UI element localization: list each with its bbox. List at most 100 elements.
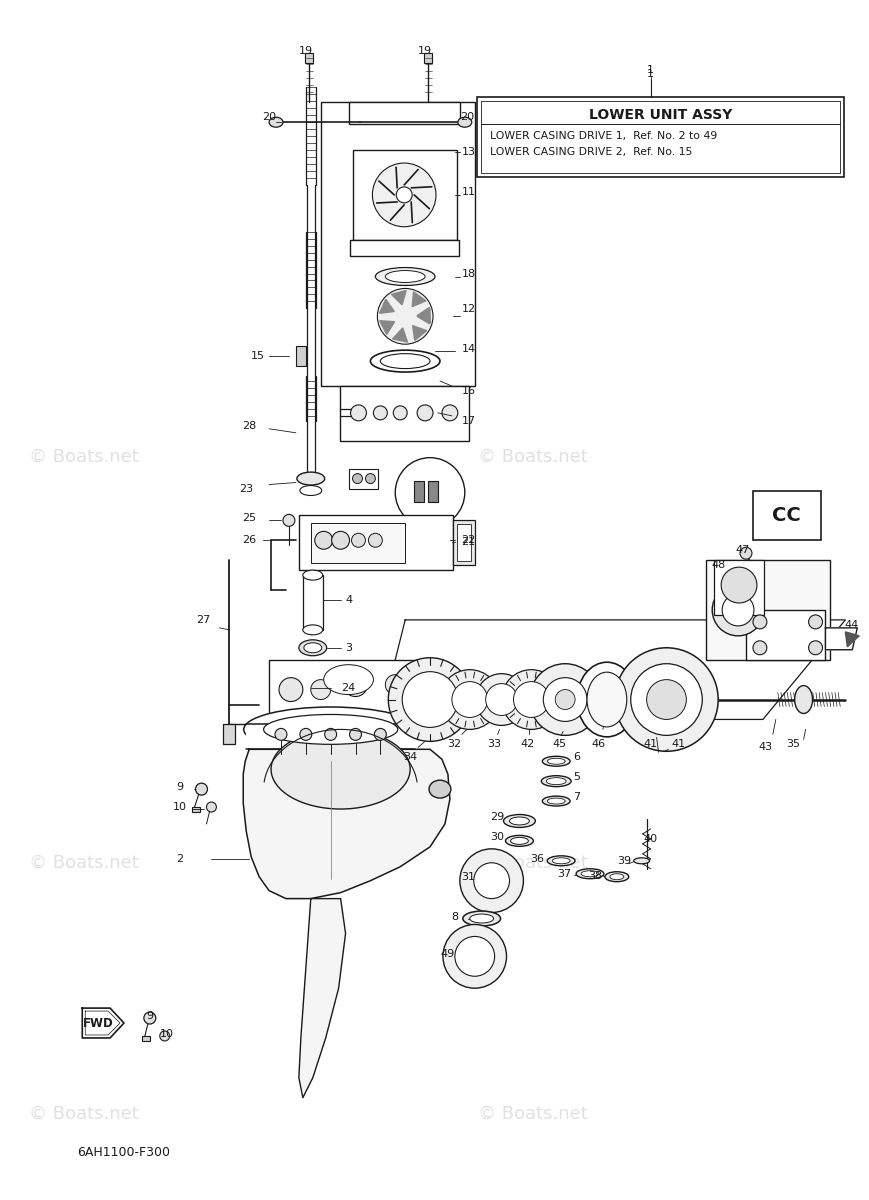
- Text: LOWER CASING DRIVE 1,  Ref. No. 2 to 49: LOWER CASING DRIVE 1, Ref. No. 2 to 49: [489, 131, 717, 142]
- Ellipse shape: [510, 838, 528, 845]
- Bar: [340, 386, 468, 440]
- Circle shape: [452, 682, 488, 718]
- Text: © Boats.net: © Boats.net: [478, 853, 587, 871]
- Bar: [246, 725, 415, 749]
- Circle shape: [440, 670, 500, 730]
- Text: 9: 9: [146, 1012, 154, 1021]
- Circle shape: [373, 163, 436, 227]
- Circle shape: [740, 547, 752, 559]
- Circle shape: [352, 533, 366, 547]
- Circle shape: [279, 678, 303, 702]
- Circle shape: [514, 682, 549, 718]
- Circle shape: [343, 673, 368, 696]
- Circle shape: [368, 533, 382, 547]
- Text: 12: 12: [461, 305, 476, 314]
- Text: 6: 6: [574, 752, 580, 762]
- Bar: [295, 346, 306, 366]
- Circle shape: [388, 658, 472, 742]
- Ellipse shape: [503, 815, 535, 828]
- Ellipse shape: [605, 871, 629, 882]
- Ellipse shape: [541, 775, 571, 787]
- Text: 6AH1100-F300: 6AH1100-F300: [77, 1146, 170, 1159]
- Ellipse shape: [581, 871, 599, 877]
- Circle shape: [311, 679, 331, 700]
- Bar: [321, 102, 474, 386]
- Text: 10: 10: [160, 1028, 174, 1039]
- Polygon shape: [380, 320, 395, 335]
- Polygon shape: [412, 292, 426, 307]
- Ellipse shape: [385, 270, 425, 282]
- Text: 20: 20: [460, 113, 474, 122]
- Bar: [269, 660, 433, 720]
- Polygon shape: [83, 1008, 124, 1038]
- Circle shape: [543, 678, 587, 721]
- Bar: [453, 521, 474, 565]
- Bar: [311, 523, 405, 563]
- Text: © Boats.net: © Boats.net: [478, 1105, 587, 1123]
- Ellipse shape: [271, 730, 410, 809]
- Circle shape: [442, 404, 458, 421]
- Text: 41: 41: [644, 739, 658, 749]
- Text: 3: 3: [345, 643, 352, 653]
- Bar: [415, 480, 424, 503]
- Ellipse shape: [263, 714, 398, 744]
- Circle shape: [443, 924, 507, 988]
- Circle shape: [474, 863, 509, 899]
- Text: 36: 36: [530, 853, 544, 864]
- Circle shape: [315, 532, 333, 550]
- Text: 29: 29: [490, 812, 505, 822]
- Circle shape: [160, 1031, 169, 1040]
- Ellipse shape: [324, 665, 374, 695]
- Polygon shape: [417, 307, 430, 323]
- Ellipse shape: [542, 756, 570, 767]
- Ellipse shape: [370, 350, 440, 372]
- Circle shape: [713, 584, 764, 636]
- Circle shape: [722, 594, 754, 626]
- Polygon shape: [243, 749, 450, 899]
- Polygon shape: [826, 628, 858, 649]
- Text: 49: 49: [441, 949, 455, 959]
- Text: 5: 5: [574, 772, 580, 782]
- Ellipse shape: [429, 780, 451, 798]
- Ellipse shape: [542, 796, 570, 806]
- Polygon shape: [846, 632, 859, 647]
- Circle shape: [753, 614, 766, 629]
- Circle shape: [454, 936, 494, 977]
- Text: 1: 1: [647, 70, 654, 79]
- Circle shape: [395, 457, 465, 527]
- Text: © Boats.net: © Boats.net: [29, 448, 138, 466]
- Circle shape: [808, 614, 822, 629]
- Text: 31: 31: [461, 871, 474, 882]
- Circle shape: [332, 532, 349, 550]
- Text: 21: 21: [461, 538, 474, 547]
- Text: FWD: FWD: [83, 1016, 114, 1030]
- Text: 10: 10: [173, 802, 187, 812]
- Ellipse shape: [375, 268, 435, 286]
- Circle shape: [366, 474, 375, 484]
- Circle shape: [396, 187, 412, 203]
- Circle shape: [377, 288, 433, 344]
- Text: 7: 7: [574, 792, 580, 802]
- Text: 13: 13: [461, 148, 476, 157]
- Circle shape: [394, 406, 408, 420]
- Polygon shape: [393, 328, 408, 342]
- Text: 40: 40: [644, 834, 658, 844]
- Bar: [353, 150, 457, 240]
- Text: 24: 24: [342, 683, 355, 692]
- Text: 14: 14: [461, 344, 476, 354]
- Text: 11: 11: [461, 187, 476, 197]
- Text: 17: 17: [461, 416, 476, 426]
- Bar: [223, 725, 235, 744]
- Bar: [349, 240, 459, 256]
- Circle shape: [196, 784, 208, 796]
- Circle shape: [374, 406, 388, 420]
- Circle shape: [460, 848, 523, 912]
- Bar: [303, 575, 322, 630]
- Text: 1: 1: [647, 66, 654, 76]
- Ellipse shape: [381, 354, 430, 368]
- Text: 38: 38: [588, 871, 602, 881]
- Ellipse shape: [297, 472, 325, 485]
- Bar: [481, 101, 840, 173]
- Ellipse shape: [610, 874, 624, 880]
- Polygon shape: [413, 325, 427, 341]
